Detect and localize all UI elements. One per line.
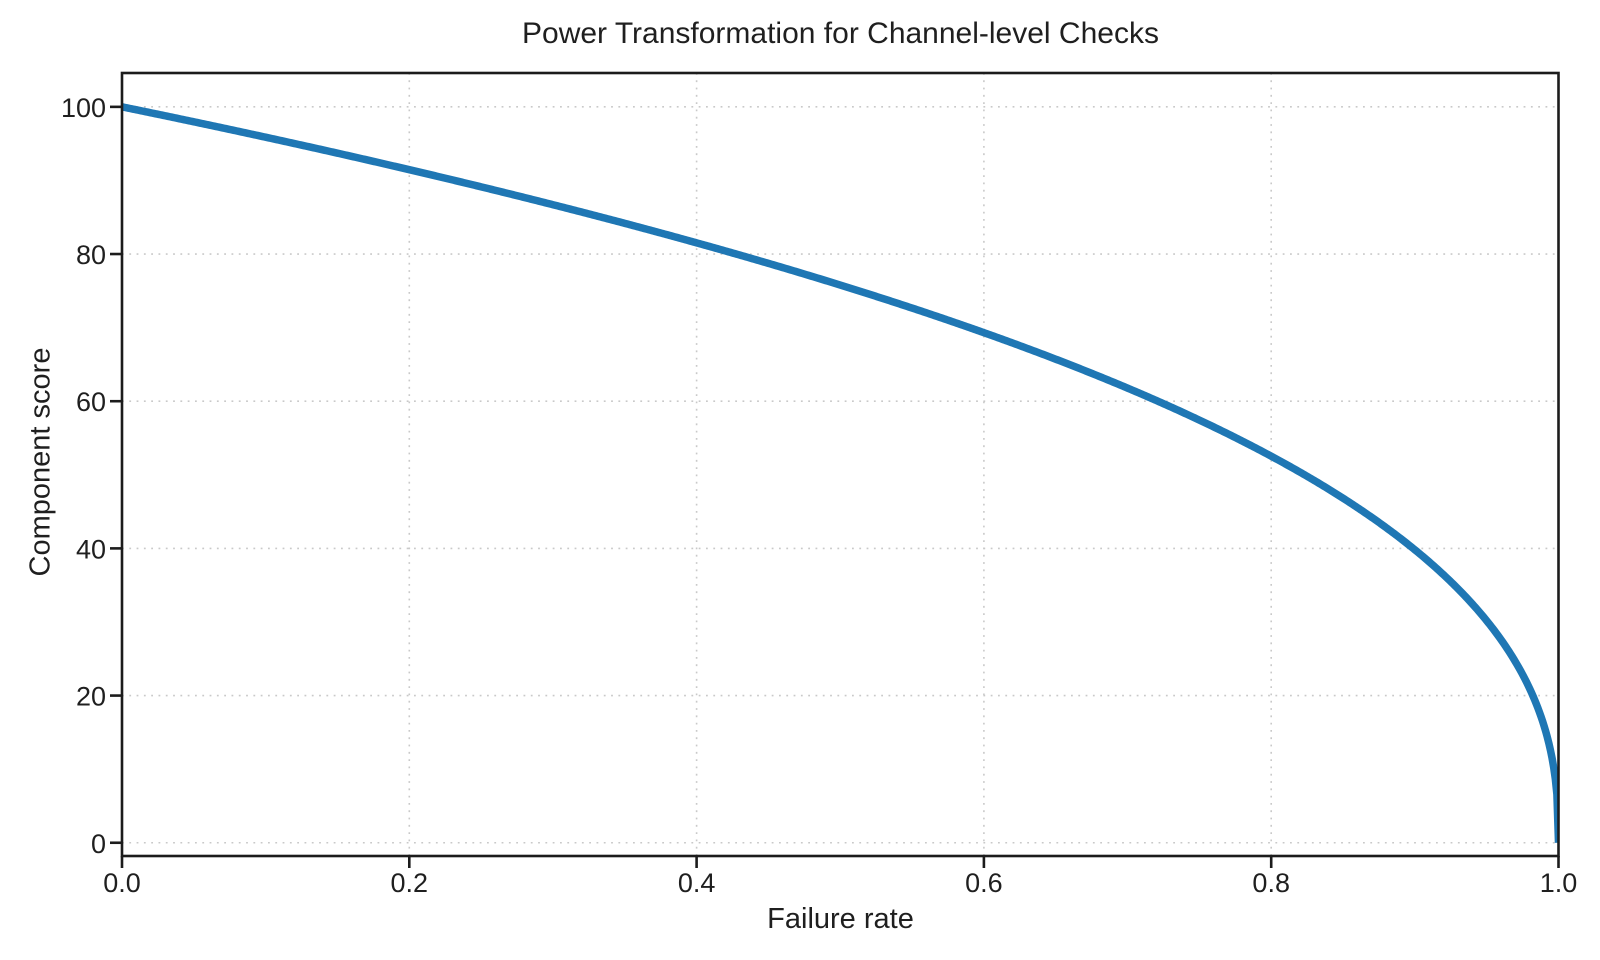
x-tick-label: 1.0: [1540, 868, 1578, 898]
axes-spines: [120, 71, 1560, 858]
x-tick-label: 0.2: [391, 868, 429, 898]
y-tick-label: 0: [91, 829, 106, 859]
x-tick-label: 0.0: [103, 868, 141, 898]
x-axis-label: Failure rate: [767, 903, 914, 935]
x-tick-label: 0.4: [678, 868, 716, 898]
series-line: [122, 103, 1559, 843]
y-tick-label: 20: [76, 682, 106, 712]
y-tick-label: 60: [76, 387, 106, 417]
y-tick-label: 40: [76, 534, 106, 564]
x-tick-label: 0.6: [965, 868, 1003, 898]
y-tick-label: 80: [76, 240, 106, 270]
x-tick-label: 0.8: [1252, 868, 1290, 898]
y-axis-label: Component score: [24, 347, 57, 577]
chart-title: Power Transformation for Channel-level C…: [522, 17, 1159, 50]
y-tick-label: 100: [61, 93, 106, 123]
